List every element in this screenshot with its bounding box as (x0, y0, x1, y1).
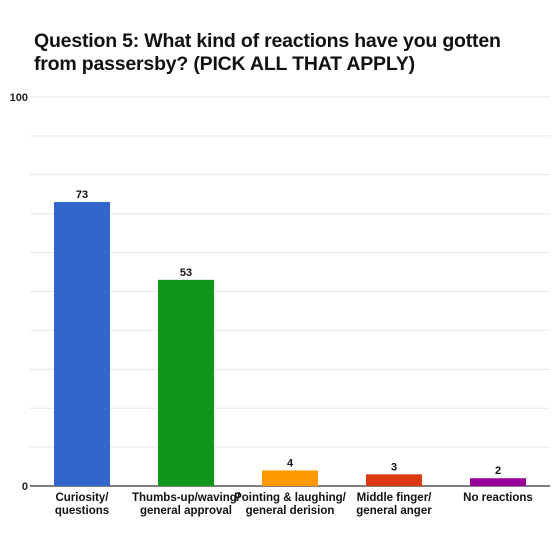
bar (470, 478, 526, 486)
bar (366, 474, 422, 486)
y-tick-label: 100 (10, 92, 28, 104)
chart-title-line-1: Question 5: What kind of reactions have … (34, 30, 501, 52)
y-axis-ticks: 0 100 (10, 92, 28, 493)
x-tick-label-line: Middle finger/ (357, 492, 433, 504)
data-label: 73 (76, 189, 88, 201)
data-label: 4 (287, 457, 294, 469)
x-tick-label: Thumbs-up/waving/general approval (132, 492, 241, 517)
data-labels: 73 53 4 3 2 (76, 189, 501, 477)
y-tick-label: 0 (22, 481, 28, 493)
data-label: 53 (180, 267, 192, 279)
bar (262, 470, 318, 486)
x-tick-label-line: general anger (356, 505, 432, 517)
x-tick-label-line: Curiosity/ (55, 492, 109, 504)
x-tick-label: Middle finger/general anger (356, 492, 432, 517)
x-tick-label: No reactions (463, 492, 533, 504)
bar (54, 202, 110, 486)
x-tick-label-line: questions (55, 505, 109, 517)
bar (158, 279, 214, 486)
chart-title-line-2: from passersby? (PICK ALL THAT APPLY) (34, 53, 415, 75)
bars (54, 202, 526, 486)
x-axis-labels: Curiosity/questions Thumbs-up/waving/gene… (55, 492, 533, 517)
gridlines (30, 96, 550, 487)
x-tick-label-line: general derision (246, 505, 335, 517)
data-label: 3 (391, 461, 397, 473)
x-tick-label-line: No reactions (463, 492, 533, 504)
x-tick-label-line: Thumbs-up/waving/ (132, 492, 241, 504)
x-tick-label-line: Pointing & laughing/ (234, 492, 347, 504)
x-tick-label: Curiosity/questions (55, 492, 109, 517)
data-label: 2 (495, 465, 501, 477)
x-tick-label-line: general approval (140, 505, 232, 517)
chart-title: Question 5: What kind of reactions have … (34, 30, 554, 76)
x-tick-label: Pointing & laughing/general derision (234, 492, 347, 517)
